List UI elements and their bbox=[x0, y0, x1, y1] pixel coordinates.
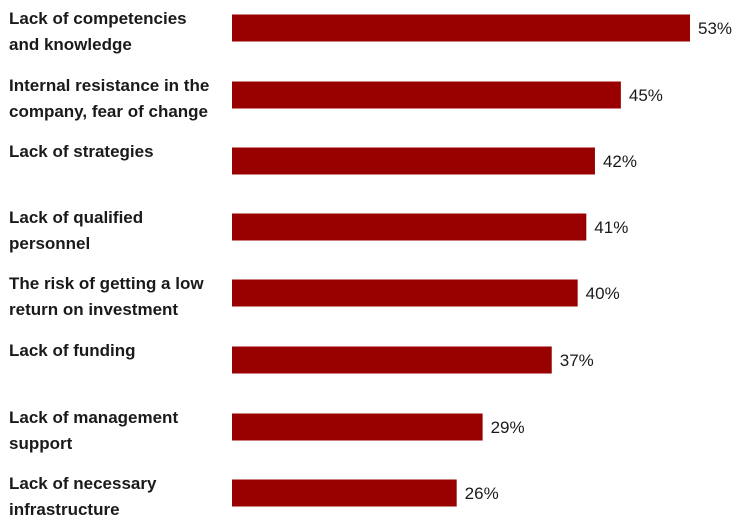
category-label-line: Lack of competencies bbox=[9, 9, 187, 28]
bar-1 bbox=[232, 14, 690, 42]
data-label-1: 53% bbox=[698, 19, 732, 38]
bar-3 bbox=[232, 147, 595, 175]
bar-2 bbox=[232, 81, 621, 109]
category-label-line: support bbox=[9, 434, 73, 453]
category-label-1: Lack of competencies and knowledge bbox=[9, 6, 231, 58]
category-label-line: and knowledge bbox=[9, 35, 132, 54]
category-label-line: Lack of funding bbox=[9, 341, 136, 360]
category-label-line: Internal resistance in the bbox=[9, 76, 210, 95]
category-label-line: infrastructure bbox=[9, 500, 120, 519]
bar-7 bbox=[232, 413, 483, 441]
bar-5 bbox=[232, 279, 578, 307]
category-label-line: The risk of getting a low bbox=[9, 274, 204, 293]
category-label-7: Lack of management support bbox=[9, 405, 231, 457]
category-label-line: Lack of management bbox=[9, 408, 179, 427]
bar-6 bbox=[232, 346, 552, 374]
data-label-8: 26% bbox=[465, 484, 499, 503]
bar-4 bbox=[232, 213, 587, 241]
category-label-line: company, fear of change bbox=[9, 102, 209, 121]
category-label-6: Lack of funding bbox=[9, 338, 231, 364]
data-label-7: 29% bbox=[491, 418, 525, 437]
category-label-3: Lack of strategies bbox=[9, 139, 231, 165]
category-label-line: personnel bbox=[9, 234, 91, 253]
bar-8 bbox=[232, 479, 457, 507]
category-label-4: Lack of qualified personnel bbox=[9, 205, 231, 257]
data-label-6: 37% bbox=[560, 351, 594, 370]
category-label-5: The risk of getting a low return on inves… bbox=[9, 271, 231, 323]
category-label-2: Internal resistance in the company, fear … bbox=[9, 73, 231, 125]
data-label-4: 41% bbox=[594, 218, 628, 237]
category-label-line: return on investment bbox=[9, 300, 179, 319]
data-label-2: 45% bbox=[629, 86, 663, 105]
data-label-5: 40% bbox=[586, 284, 620, 303]
category-label-8: Lack of necessary infrastructure bbox=[9, 471, 231, 523]
category-label-line: Lack of qualified bbox=[9, 208, 144, 227]
category-label-line: Lack of strategies bbox=[9, 142, 154, 161]
category-label-line: Lack of necessary bbox=[9, 474, 157, 493]
data-label-3: 42% bbox=[603, 152, 637, 171]
